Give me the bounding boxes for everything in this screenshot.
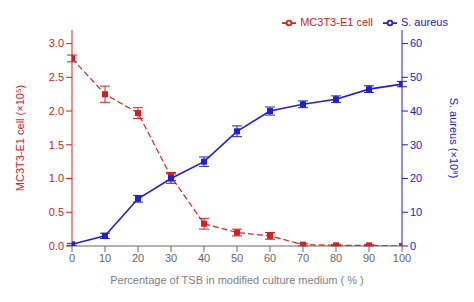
svg-text:2.5: 2.5 bbox=[49, 71, 64, 83]
svg-text:1.0: 1.0 bbox=[49, 172, 64, 184]
svg-text:60: 60 bbox=[264, 252, 276, 264]
svg-text:S. aureus (×10⁸): S. aureus (×10⁸) bbox=[448, 98, 460, 179]
svg-text:2.0: 2.0 bbox=[49, 105, 64, 117]
html-text:S. aureus: S. aureus bbox=[400, 16, 448, 28]
svg-text:80: 80 bbox=[330, 252, 342, 264]
svg-text:20: 20 bbox=[132, 252, 144, 264]
svg-text:90: 90 bbox=[363, 252, 375, 264]
svg-text:40: 40 bbox=[410, 105, 422, 117]
svg-text:70: 70 bbox=[297, 252, 309, 264]
svg-text:30: 30 bbox=[165, 252, 177, 264]
svg-text:10: 10 bbox=[410, 206, 422, 218]
svg-text:10: 10 bbox=[99, 252, 111, 264]
svg-text:MC3T3-E1 cell (×10⁵): MC3T3-E1 cell (×10⁵) bbox=[14, 85, 26, 191]
svg-text:20: 20 bbox=[410, 172, 422, 184]
svg-text:1.5: 1.5 bbox=[49, 139, 64, 151]
svg-text:60: 60 bbox=[410, 37, 422, 49]
svg-text:3.0: 3.0 bbox=[49, 37, 64, 49]
svg-text:0.0: 0.0 bbox=[49, 240, 64, 252]
svg-text:0.5: 0.5 bbox=[49, 206, 64, 218]
svg-text:Percentage of TSB in modified: Percentage of TSB in modified culture me… bbox=[110, 274, 364, 286]
svg-text:50: 50 bbox=[410, 71, 422, 83]
svg-text:30: 30 bbox=[410, 139, 422, 151]
svg-text:50: 50 bbox=[231, 252, 243, 264]
svg-text:0: 0 bbox=[410, 240, 416, 252]
svg-text:0: 0 bbox=[69, 252, 75, 264]
html-text:MC3T3-E1 cell: MC3T3-E1 cell bbox=[300, 16, 373, 28]
svg-text:100: 100 bbox=[393, 252, 411, 264]
svg-text:40: 40 bbox=[198, 252, 210, 264]
